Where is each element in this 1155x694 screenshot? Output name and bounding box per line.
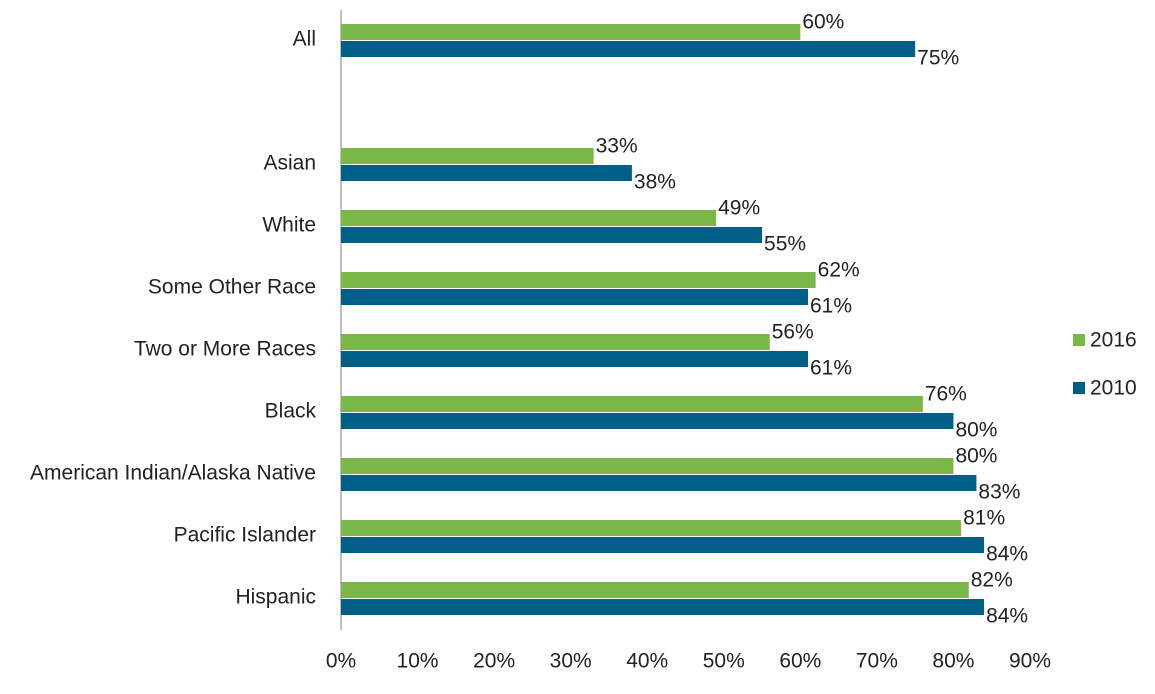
legend-label: 2016: [1090, 329, 1137, 352]
y-tick-label: Two or More Races: [134, 338, 316, 361]
data-label: 61%: [810, 357, 852, 380]
data-label: 55%: [764, 233, 806, 256]
data-label: 81%: [963, 507, 1005, 530]
data-label: 49%: [718, 197, 760, 220]
bar: [341, 458, 954, 474]
data-label: 62%: [818, 259, 860, 282]
bar: [341, 582, 969, 598]
y-tick-label: Asian: [263, 152, 316, 175]
data-label: 60%: [802, 11, 844, 34]
bar: [341, 227, 763, 243]
x-tick-label: 90%: [1009, 650, 1051, 673]
bar: [341, 148, 594, 164]
y-tick-label: Some Other Race: [148, 276, 316, 299]
data-label: 82%: [971, 569, 1013, 592]
data-label: 61%: [810, 295, 852, 318]
bar: [341, 334, 770, 350]
legend-label: 2010: [1090, 377, 1137, 400]
bar: [341, 537, 985, 553]
bar: [341, 520, 962, 536]
legend-swatch: [1073, 334, 1085, 346]
y-tick-label: American Indian/Alaska Native: [30, 462, 316, 485]
data-label: 84%: [986, 543, 1028, 566]
x-tick-label: 40%: [626, 650, 668, 673]
x-tick-label: 80%: [932, 650, 974, 673]
data-label: 75%: [917, 47, 959, 70]
bar: [341, 475, 977, 491]
bar: [341, 599, 985, 615]
data-label: 38%: [634, 171, 676, 194]
data-label: 56%: [772, 321, 814, 344]
bar: [341, 351, 808, 367]
y-tick-label: Black: [265, 400, 317, 423]
bar: [341, 396, 923, 412]
data-label: 80%: [955, 445, 997, 468]
data-label: 76%: [925, 383, 967, 406]
data-label: 84%: [986, 605, 1028, 628]
x-tick-label: 60%: [779, 650, 821, 673]
x-tick-label: 20%: [473, 650, 515, 673]
data-label: 33%: [596, 135, 638, 158]
bar: [341, 165, 632, 181]
y-tick-label: White: [262, 214, 316, 237]
x-tick-label: 0%: [326, 650, 356, 673]
x-tick-label: 50%: [703, 650, 745, 673]
data-label: 80%: [955, 419, 997, 442]
bar: [341, 413, 954, 429]
y-tick-label: Pacific Islander: [174, 524, 316, 547]
data-label: 83%: [978, 481, 1020, 504]
y-tick-label: Hispanic: [235, 586, 316, 609]
legend-swatch: [1073, 382, 1085, 394]
x-tick-label: 10%: [397, 650, 439, 673]
x-tick-label: 30%: [550, 650, 592, 673]
bar: [341, 24, 801, 40]
bar: [341, 41, 916, 57]
bar: [341, 272, 816, 288]
bar: [341, 210, 717, 226]
bar: [341, 289, 808, 305]
y-tick-label: All: [293, 28, 316, 51]
x-tick-label: 70%: [856, 650, 898, 673]
